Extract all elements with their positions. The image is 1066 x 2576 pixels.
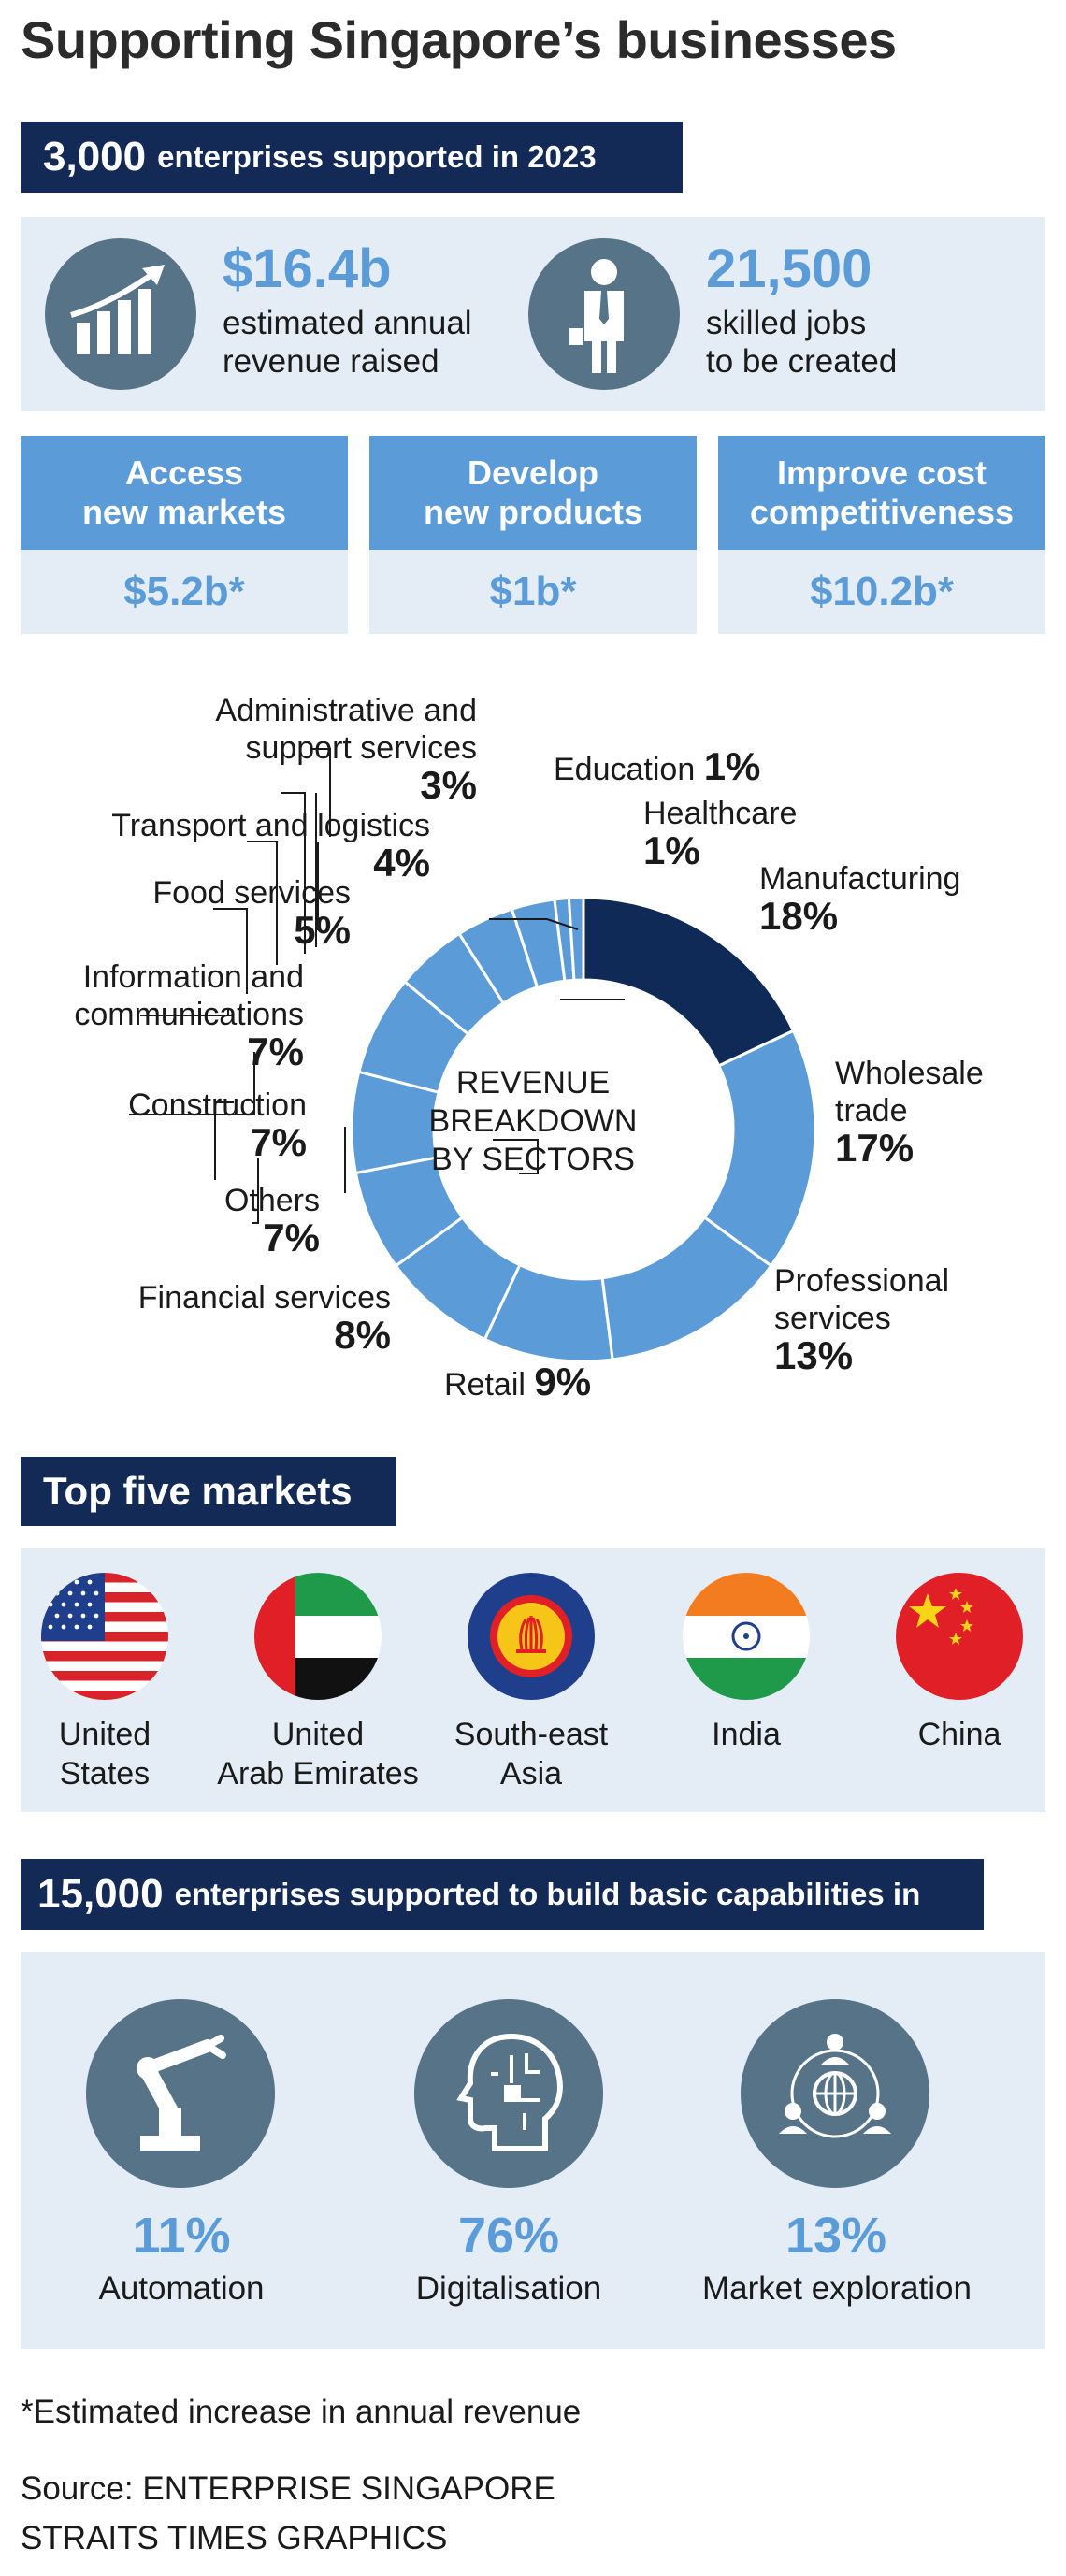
capability-market-pct: 13% [785,2208,887,2264]
label-transport: Transport and logistics [111,808,430,843]
india-flag-icon [683,1573,810,1700]
market-uae-line2: Arab Emirates [217,1756,419,1792]
stat-jobs-line1: skilled jobs [706,305,867,341]
market-china: China [866,1715,1053,1754]
pct-admin: 3% [420,763,477,807]
chart-center-line2: BREAKDOWN [429,1103,638,1139]
capability-automation-pct: 11% [132,2208,231,2264]
pct-infocomm: 7% [247,1029,304,1073]
label-admin-2: support services [245,730,477,766]
global-network-icon [741,1999,929,2188]
stat-revenue-line1: estimated annual [223,305,472,341]
banner-count: 3,000 [43,134,147,180]
label-education: Education 1% [554,747,760,788]
asean-flag-icon [468,1573,595,1700]
label-financial: Financial services [137,1280,391,1316]
label-admin-1: Administrative and [215,693,477,728]
pct-others: 7% [263,1216,320,1259]
label-wholesale-2: trade [835,1093,908,1129]
page-title: Supporting Singapore’s businesses [21,10,897,69]
category-products-header: Develop new products [369,436,697,550]
capability-digitalisation-label: Digitalisation [415,2270,602,2307]
label-retail-text: Retail [444,1367,526,1403]
market-india: India [653,1715,840,1754]
footnote: *Estimated increase in annual revenue [21,2394,582,2430]
market-us-line2: States [59,1756,151,1792]
label-wholesale-1: Wholesale [835,1056,984,1091]
category-markets-line2: new markets [81,493,287,531]
label-others: Others [223,1183,320,1218]
market-india-line1: India [712,1717,781,1752]
category-cost-header: Improve cost competitiveness [718,436,1045,550]
market-us: United States [11,1715,198,1793]
category-products-line1: Develop [467,453,599,492]
market-china-line1: China [917,1717,1001,1752]
capability-digitalisation-pct: 76% [457,2208,560,2264]
pct-manufacturing: 18% [759,894,839,938]
label-infocomm-2: communications [74,997,304,1032]
label-healthcare: Healthcare [643,796,798,831]
capability-market-label: Market exploration [702,2270,972,2307]
label-retail: Retail 9% [444,1360,592,1403]
capabilities-banner: 15,000 enterprises supported to build ba… [21,1859,984,1930]
businessman-icon [528,238,680,390]
category-cost-value: $10.2b* [718,550,1045,634]
pct-retail: 9% [534,1360,592,1403]
label-construction: Construction [128,1087,307,1123]
growth-chart-icon [45,238,196,390]
stat-revenue-value: $16.4b [223,238,392,299]
category-products-value: $1b* [369,550,697,634]
revenue-donut-chart: REVENUE BREAKDOWN BY SECTORS [129,748,817,1363]
market-sea-line2: Asia [499,1756,563,1792]
label-manufacturing: Manufacturing [759,861,961,897]
market-uae: United Arab Emirates [206,1715,430,1793]
capability-automation-label: Automation [98,2270,265,2307]
label-professional-2: services [774,1301,891,1336]
category-cost-line1: Improve cost [776,453,987,492]
chart-center-line1: REVENUE [456,1065,610,1101]
pct-food: 5% [294,908,351,952]
china-flag-icon [896,1573,1023,1700]
markets-banner: Top five markets [21,1457,396,1526]
category-cost-line2: competitiveness [749,493,1015,531]
market-uae-line1: United [271,1717,365,1752]
markets-heading: Top five markets [43,1469,353,1513]
pct-wholesale: 17% [835,1126,915,1170]
slice-healthcare [567,896,585,982]
source-line-1: Source: ENTERPRISE SINGAPORE [21,2470,555,2507]
capabilities-text: enterprises supported to build basic cap… [174,1877,921,1911]
category-markets-header: Access new markets [21,436,348,550]
stat-jobs-value: 21,500 [706,238,872,299]
category-products-line2: new products [423,493,643,531]
stat-jobs-line2: to be created [706,343,898,380]
enterprises-banner: 3,000 enterprises supported in 2023 [21,122,683,193]
digital-head-icon [414,1999,603,2188]
label-food: Food services [152,875,351,911]
source-line-2: STRAITS TIMES GRAPHICS [21,2520,448,2556]
chart-center-line3: BY SECTORS [431,1142,635,1177]
market-us-line1: United [58,1717,151,1752]
category-markets-line1: Access [124,453,244,492]
label-professional-1: Professional [774,1263,950,1299]
market-sea-line1: South-east [454,1717,609,1752]
pct-education: 1% [703,744,761,788]
banner-text: enterprises supported in 2023 [157,139,597,174]
pct-construction: 7% [250,1120,307,1164]
pct-transport: 4% [373,841,430,885]
us-flag-icon [41,1573,168,1700]
pct-financial: 8% [334,1313,391,1357]
pct-healthcare: 1% [643,828,700,872]
uae-flag-icon [254,1573,382,1700]
capabilities-count: 15,000 [37,1871,164,1917]
category-markets-value: $5.2b* [21,550,348,634]
stat-revenue-line2: revenue raised [223,343,439,380]
robot-arm-icon [86,1999,275,2188]
market-sea: South-east Asia [428,1715,634,1793]
label-infocomm-1: Information and [82,959,304,995]
label-education-text: Education [554,752,696,787]
pct-professional: 13% [774,1333,854,1377]
